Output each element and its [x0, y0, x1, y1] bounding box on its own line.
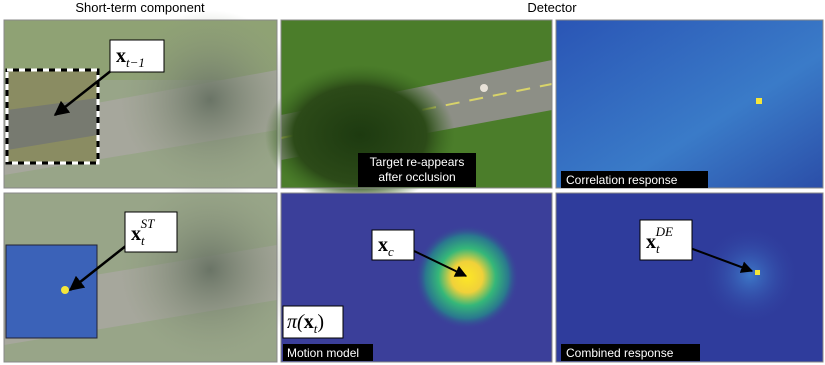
label-part: π( — [287, 311, 305, 333]
label-part: t — [141, 233, 145, 248]
caption: Combined response — [566, 346, 674, 360]
panel-correlation — [556, 20, 823, 188]
panel-short-term-response — [4, 180, 300, 362]
caption: after occlusion — [378, 170, 455, 184]
caption: Correlation response — [566, 173, 678, 187]
column-header: Detector — [527, 0, 577, 15]
label-part: ST — [141, 216, 156, 231]
caption: Motion model — [287, 346, 359, 360]
figure: Short-term component Detector Target re-… — [0, 0, 825, 365]
label-part: x — [131, 223, 141, 245]
caption: Target re-appears — [370, 155, 465, 169]
column-header: Short-term component — [75, 0, 205, 15]
panel-combined — [556, 193, 823, 362]
panel-short-term-frame — [4, 10, 300, 190]
label-part: x — [116, 45, 126, 67]
label-part: ) — [317, 311, 324, 333]
label-part: x — [304, 311, 314, 333]
label-part: x — [646, 231, 656, 253]
label-part: x — [378, 234, 388, 256]
label-part: t−1 — [126, 55, 145, 70]
label-part: c — [388, 244, 394, 259]
label-part: t — [656, 241, 660, 256]
math-label: π(xt) — [287, 311, 324, 336]
label-part: DE — [655, 224, 673, 239]
